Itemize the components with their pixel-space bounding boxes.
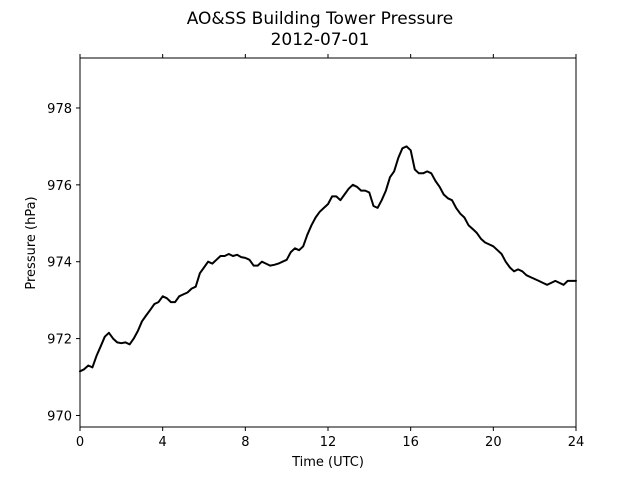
chart-subtitle: 2012-07-01 xyxy=(271,30,370,50)
x-tick-label: 4 xyxy=(159,435,167,450)
chart-title: AO&SS Building Tower Pressure xyxy=(187,9,454,29)
series-layer xyxy=(79,145,577,373)
y-tick-label: 970 xyxy=(47,409,72,424)
y-tick-label: 978 xyxy=(47,102,72,117)
plot-frame xyxy=(79,57,577,428)
y-tick-label: 974 xyxy=(47,256,72,271)
x-tick-label: 24 xyxy=(568,435,585,450)
x-tick-label: 20 xyxy=(485,435,502,450)
y-axis-label: Pressure (hPa) xyxy=(24,196,39,289)
pressure-series-line xyxy=(79,145,577,373)
x-tick-label: 0 xyxy=(76,435,84,450)
x-tick-label: 16 xyxy=(402,435,419,450)
x-axis-label: Time (UTC) xyxy=(291,455,364,470)
y-tick-label: 976 xyxy=(47,179,72,194)
x-tick-label: 12 xyxy=(320,435,337,450)
x-axis-ticks: 0 4 8 12 16 20 24 xyxy=(76,54,584,450)
y-tick-label: 972 xyxy=(47,333,72,348)
x-tick-label: 8 xyxy=(241,435,249,450)
y-axis-ticks: 970 972 974 976 978 xyxy=(47,102,80,424)
